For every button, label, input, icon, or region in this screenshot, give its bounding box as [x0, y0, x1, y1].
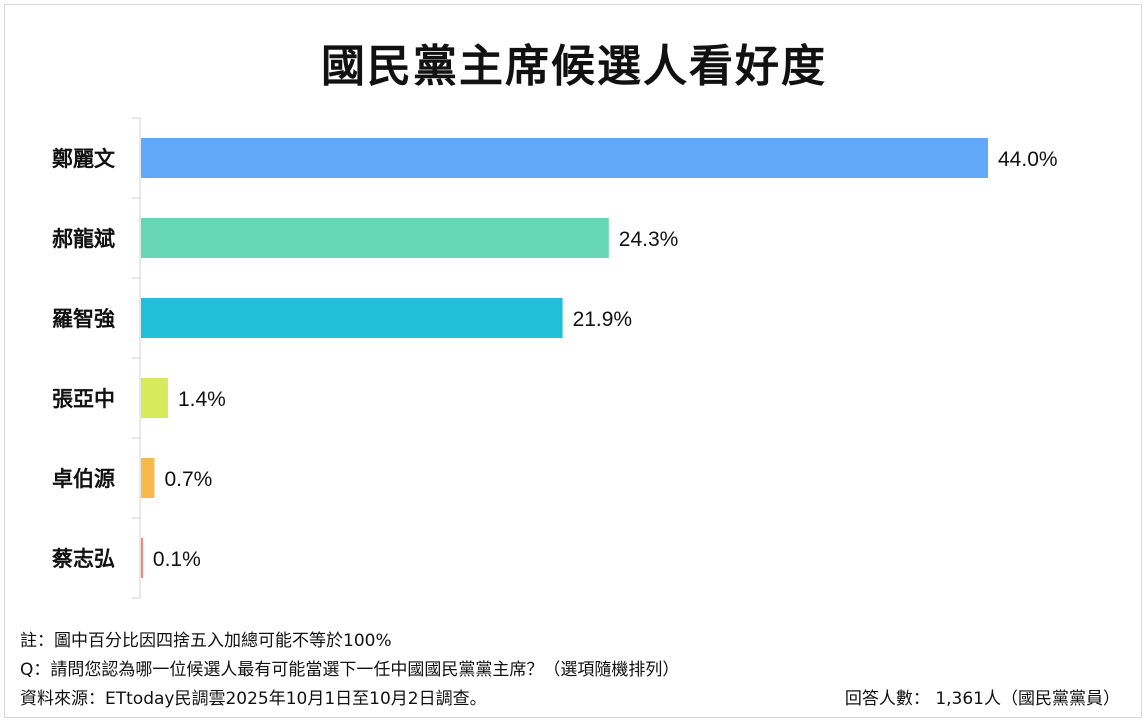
value-label: 0.7%	[164, 468, 212, 491]
bar	[141, 138, 988, 178]
footnote-question: Q：請問您認為哪一位候選人最有可能當選下一任中國國民黨黨主席？（選項隨機排列）	[20, 660, 680, 680]
footnote-respondents: 回答人數： 1,361人（國民黨黨員）	[844, 689, 1120, 709]
bar	[141, 298, 563, 338]
bar	[141, 378, 168, 418]
value-label: 0.1%	[153, 548, 201, 571]
bar	[141, 218, 609, 258]
value-label: 21.9%	[573, 308, 633, 331]
category-label: 張亞中	[52, 387, 115, 411]
category-label: 羅智強	[52, 307, 115, 331]
category-label: 鄭麗文	[52, 147, 116, 171]
chart-title: 國民黨主席候選人看好度	[321, 41, 827, 92]
category-label: 郝龍斌	[52, 227, 115, 251]
bar	[141, 538, 143, 578]
footnote-rounding: 註：圖中百分比因四捨五入加總可能不等於100%	[20, 631, 392, 651]
bar	[141, 458, 155, 498]
footnote-source: 資料來源：ETtoday民調雲2025年10月1日至10月2日調查。	[20, 689, 487, 709]
value-label: 24.3%	[619, 228, 679, 251]
value-label: 1.4%	[178, 388, 226, 411]
category-label: 蔡志弘	[52, 547, 115, 571]
category-label: 卓伯源	[52, 467, 115, 491]
value-label: 44.0%	[998, 148, 1058, 171]
chart-frame	[4, 4, 1142, 718]
